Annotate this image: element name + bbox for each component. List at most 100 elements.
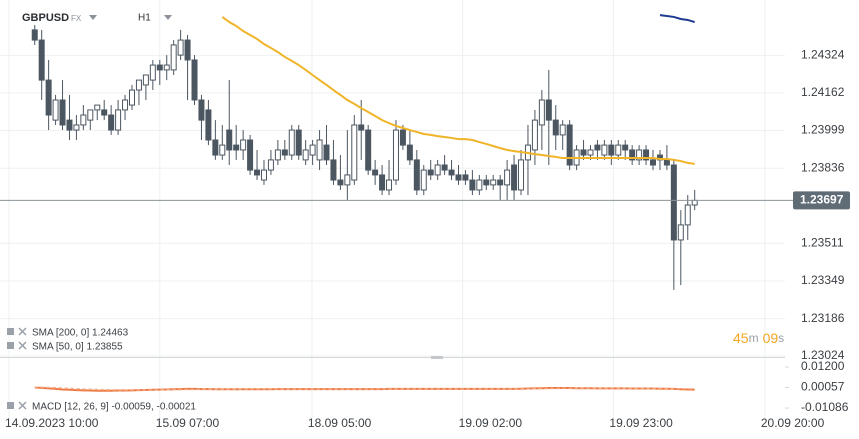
candle-body	[142, 74, 149, 86]
symbol[interactable]: GBPUSD	[22, 12, 69, 24]
countdown-minutes: 45	[733, 330, 749, 346]
x-tick-label: 19.09 02:00	[459, 416, 523, 430]
x-tick-label: 15.09 07:00	[156, 416, 220, 430]
sma-legend: SMA [200, 0] 1.24463	[32, 328, 129, 339]
candle-body	[615, 144, 622, 156]
sma-legend: SMA [50, 0] 1.23855	[32, 342, 123, 353]
candle-body	[73, 124, 80, 131]
candle-body	[191, 59, 198, 101]
candle-body	[469, 179, 476, 191]
candle-body	[608, 144, 615, 156]
y-tick-label: 1.23186	[801, 311, 845, 325]
candle-body	[170, 44, 177, 71]
countdown-unit: m	[749, 331, 759, 345]
candle-body	[184, 39, 191, 61]
settings-icon[interactable]	[7, 342, 14, 349]
candle-body	[538, 99, 545, 126]
candle-body	[372, 169, 379, 176]
candle-body	[281, 149, 288, 156]
remove-icon[interactable]	[18, 341, 27, 350]
candle-body	[399, 129, 406, 146]
candle-body	[663, 159, 670, 166]
candle-body	[545, 99, 552, 121]
candle-body	[31, 29, 38, 41]
candle-body	[80, 114, 87, 126]
candle-body	[219, 144, 226, 156]
candle-body	[587, 149, 594, 156]
candle-body	[490, 179, 497, 186]
candle-body	[59, 99, 66, 126]
candle-body	[337, 179, 344, 186]
candle-body	[455, 174, 462, 181]
y-tick-label: 1.24324	[801, 48, 845, 62]
current-price-box	[793, 191, 850, 210]
candle-body	[420, 169, 427, 191]
candle-body	[344, 174, 351, 186]
candle-body	[38, 39, 45, 81]
candle-body	[670, 164, 677, 241]
candle-body	[122, 99, 129, 111]
macd-legend: MACD [12, 26, 9] -0.00059, -0.00021	[32, 402, 196, 413]
candle-body	[101, 109, 108, 116]
interval-dropdown[interactable]	[164, 15, 172, 20]
candle-body	[427, 169, 434, 176]
candle-body	[330, 159, 337, 181]
indicator-line	[221, 16, 695, 165]
candle-body	[295, 129, 302, 156]
candle-body	[559, 124, 566, 136]
settings-icon[interactable]	[7, 402, 14, 409]
candle-body	[552, 119, 559, 136]
candle-body	[128, 89, 135, 106]
candle-body	[254, 169, 261, 176]
candle-body	[247, 139, 254, 171]
candle-body	[45, 79, 52, 116]
candle-body	[198, 99, 205, 121]
candle-body	[434, 164, 441, 176]
candle-body	[288, 129, 295, 156]
remove-icon[interactable]	[18, 327, 27, 336]
candle-body	[316, 139, 323, 161]
candle-body	[358, 124, 365, 131]
candle-body	[511, 164, 518, 191]
candle-body	[52, 99, 59, 121]
symbol-dropdown[interactable]	[89, 15, 97, 20]
candle-body	[531, 119, 538, 151]
candle-body	[476, 179, 483, 191]
settings-icon[interactable]	[7, 328, 14, 335]
candle-body	[115, 109, 122, 131]
candle-body	[323, 144, 330, 161]
remove-icon[interactable]	[18, 401, 27, 410]
legend-icons	[7, 327, 27, 410]
candle-body	[205, 109, 212, 141]
panel-resize-handle[interactable]	[431, 356, 443, 359]
candle-body	[163, 64, 170, 71]
grid	[0, 0, 789, 420]
candle-body	[260, 169, 267, 181]
interval[interactable]: H1	[138, 13, 151, 24]
candle-body	[108, 114, 115, 131]
x-tick-label: 14.09.2023 10:00	[5, 416, 99, 430]
candle-body	[518, 159, 525, 191]
current-price-label: 1.23697	[800, 193, 844, 207]
candle-body	[135, 79, 142, 91]
candle-body	[309, 144, 316, 156]
y-tick-label: 1.24162	[801, 85, 845, 99]
candle-body	[566, 124, 573, 166]
candle-body	[94, 104, 101, 111]
candle-body	[636, 149, 643, 161]
candle-body	[629, 149, 636, 161]
candle-body	[212, 139, 219, 156]
candle-body	[684, 204, 691, 226]
candle-body	[497, 179, 504, 186]
candle-countdown: 45m 09s	[733, 330, 784, 346]
candle-body	[413, 159, 420, 191]
y-tick-label: 1.23999	[801, 123, 845, 137]
candle-body	[622, 144, 629, 151]
y-tick-label: 0.01200	[801, 359, 845, 373]
candle-body	[392, 129, 399, 181]
y-tick-label: 1.23511	[801, 236, 844, 250]
candle-body	[156, 64, 163, 71]
candle-body	[677, 224, 684, 241]
candle-body	[601, 144, 608, 156]
candle-body	[483, 179, 490, 186]
